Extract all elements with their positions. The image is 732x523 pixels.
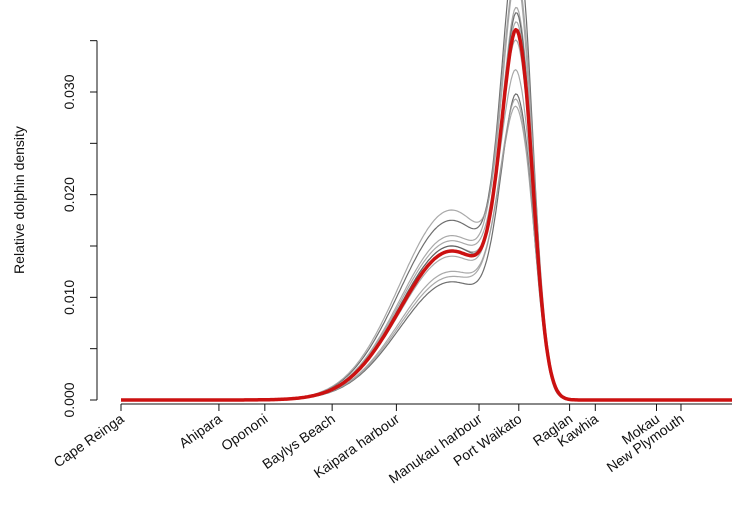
y-axis-title: Relative dolphin density — [11, 126, 27, 274]
replicate-density-line — [121, 69, 732, 401]
x-tick-label: Cape Reinga — [51, 410, 127, 470]
y-tick-label: 0.000 — [61, 382, 77, 417]
y-tick-label: 0.020 — [61, 177, 77, 212]
replicate-density-line — [121, 0, 732, 401]
y-tick-label: 0.010 — [61, 280, 77, 315]
replicate-density-line — [121, 0, 732, 401]
x-tick-label: Ahipara — [176, 410, 225, 451]
mean-density-line — [120, 27, 732, 402]
replicate-density-line — [121, 21, 732, 401]
replicate-density-line — [121, 6, 732, 401]
y-tick-label: 0.030 — [61, 74, 77, 109]
x-tick-label: Opononi — [218, 410, 271, 453]
replicate-density-line — [121, 0, 732, 401]
replicate-density-line — [121, 98, 732, 401]
y-axis: 0.000 0.010 0.020 0.030 — [61, 40, 98, 418]
replicate-density-line — [121, 12, 732, 401]
replicate-density-line — [121, 93, 732, 401]
density-curves — [120, 0, 732, 402]
replicate-density-line — [121, 39, 732, 401]
